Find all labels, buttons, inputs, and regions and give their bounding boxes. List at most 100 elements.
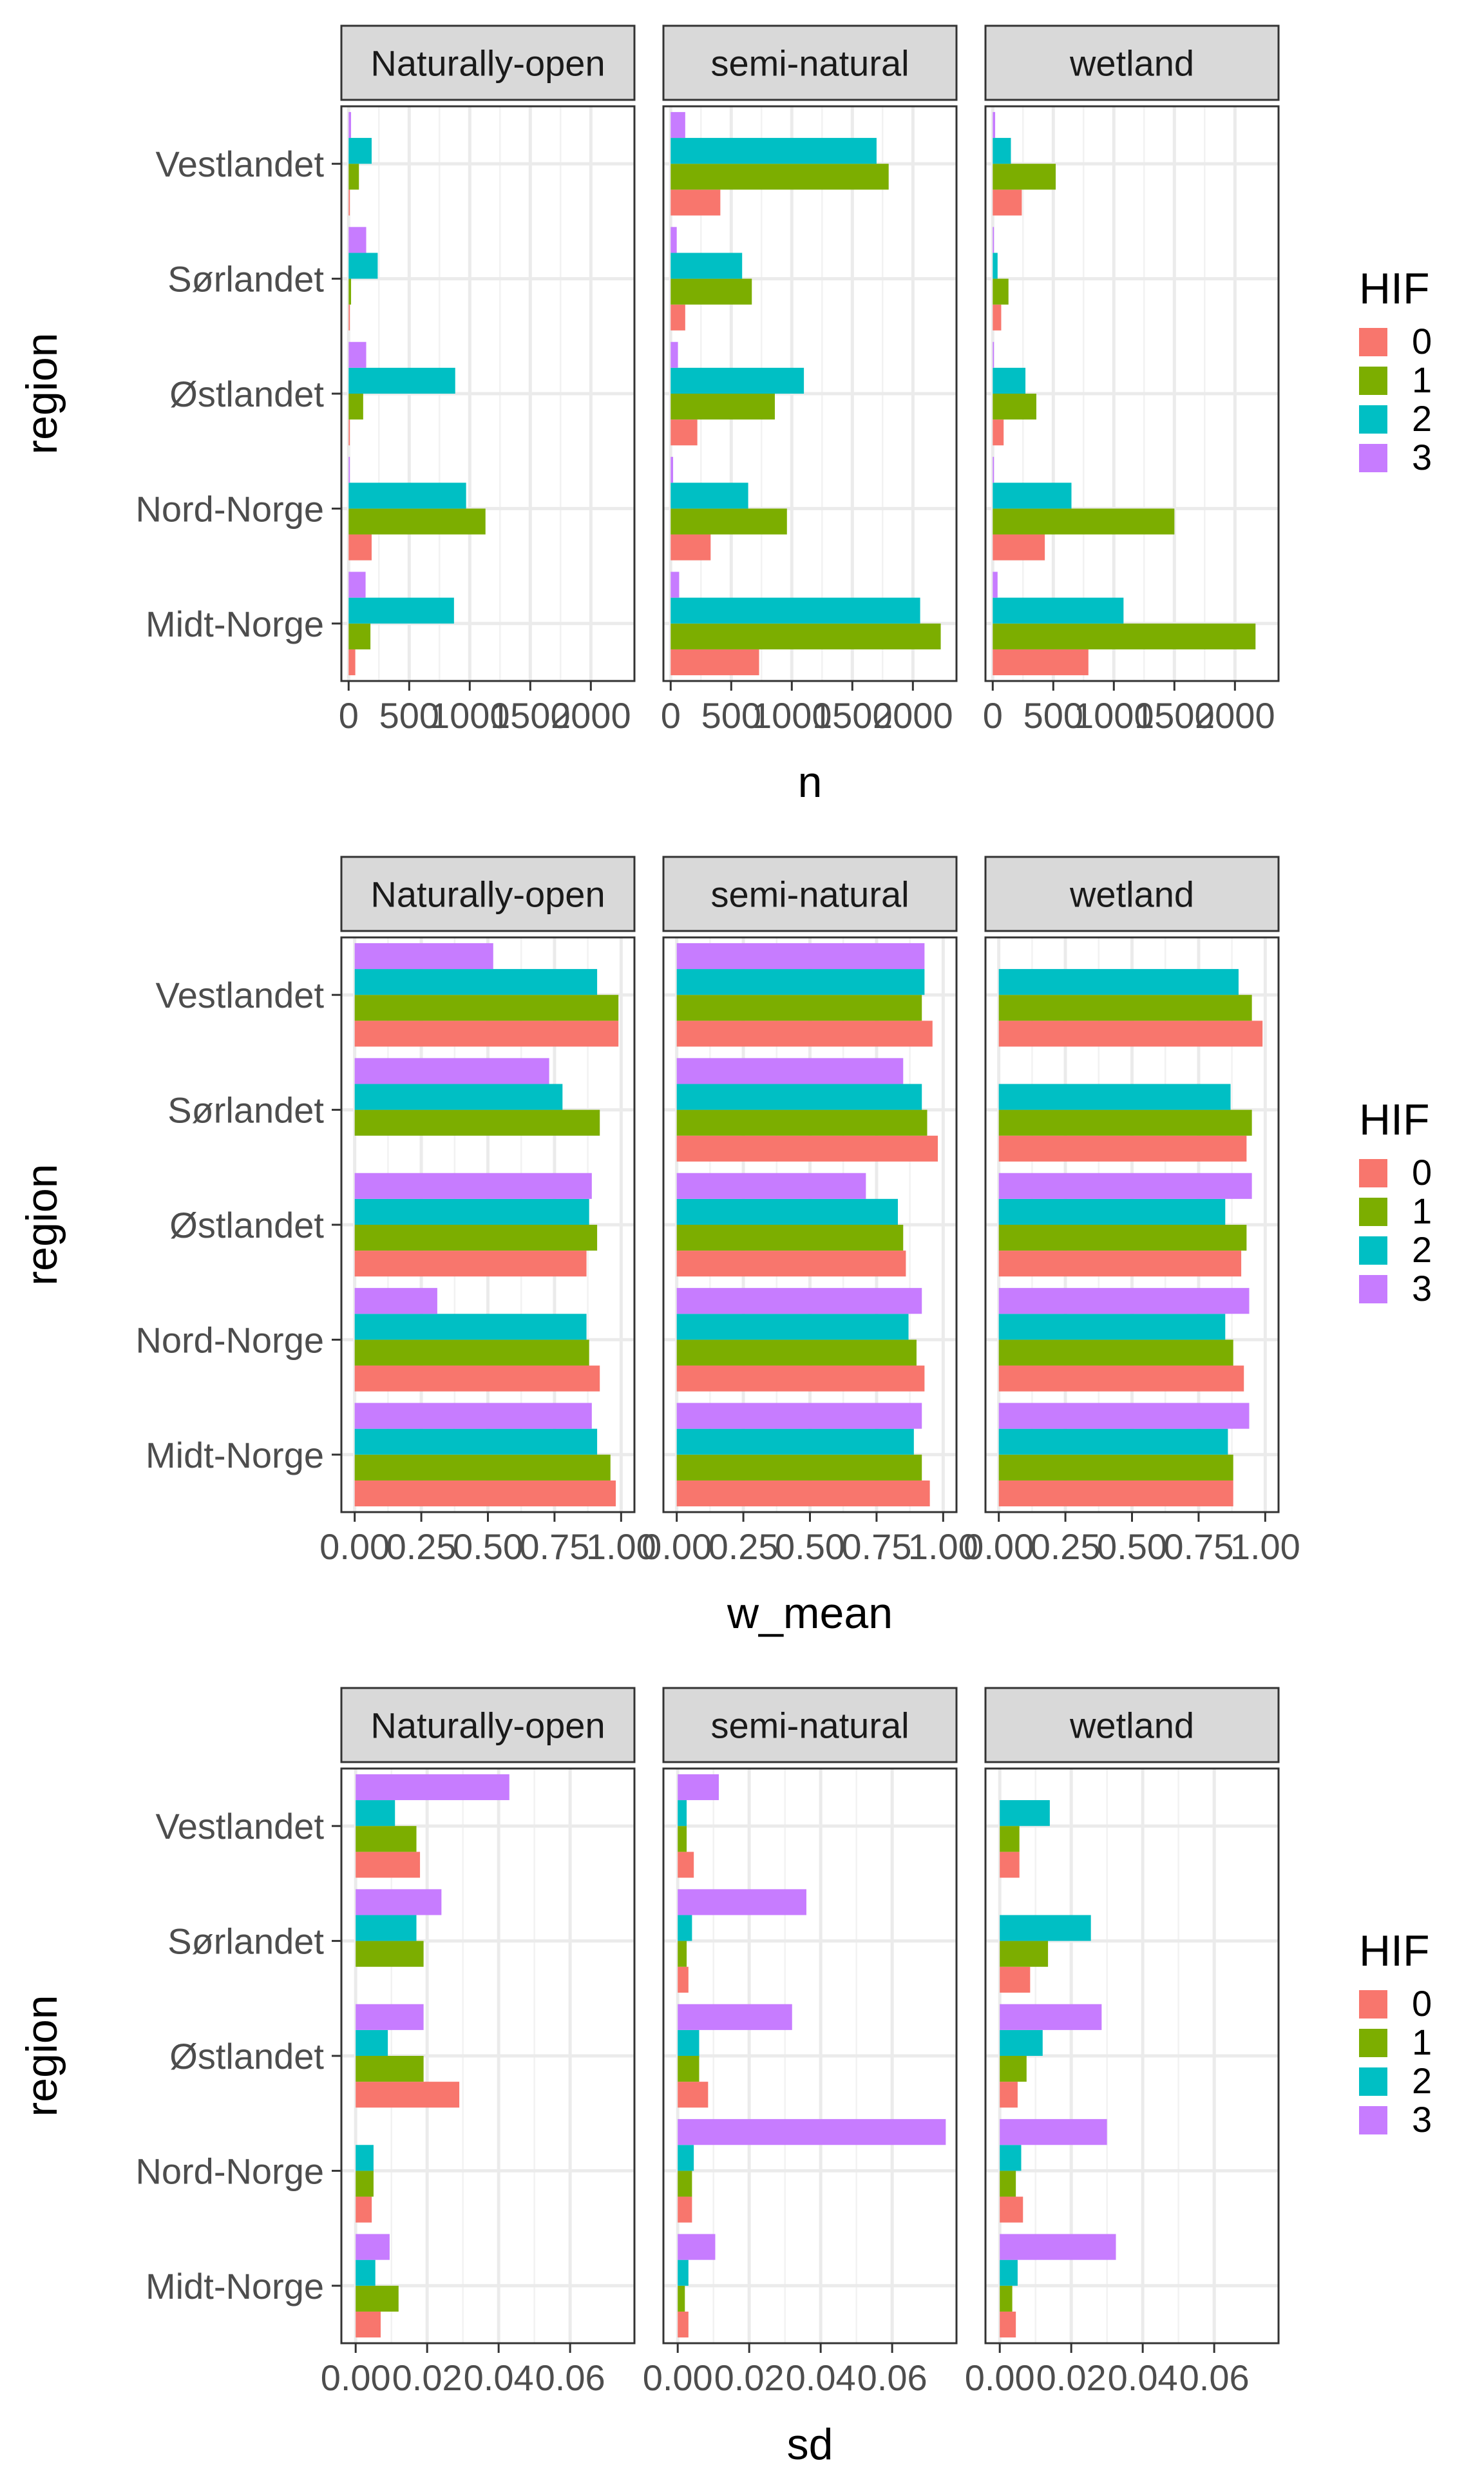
- facet-strip: [984, 856, 1280, 932]
- bar-semi-natural-vestlandet-hif-1: [678, 1826, 687, 1852]
- bar-wetland-ostlandet-hif-3: [998, 1173, 1252, 1199]
- bar-semi-natural-sorlandet-hif-3: [671, 227, 677, 253]
- x-tick-label: 2000: [873, 695, 953, 736]
- bar-naturally-open-ostlandet-hif-2: [356, 2029, 388, 2056]
- bar-wetland-vestlandet-hif-1: [993, 164, 1056, 190]
- bar-wetland-midt-norge-hif-3: [993, 571, 998, 598]
- facet-label: wetland: [1069, 1705, 1194, 1746]
- bar-naturally-open-midt-norge-hif-0: [354, 1480, 616, 1507]
- bar-wetland-midt-norge-hif-0: [993, 649, 1089, 676]
- bar-wetland-ostlandet-hif-0: [998, 1251, 1242, 1277]
- bar-wetland-nord-norge-hif-1: [998, 1339, 1233, 1366]
- bar-wetland-midt-norge-hif-0: [1000, 2311, 1016, 2338]
- legend-key-hif-3: [1359, 2106, 1387, 2134]
- bar-wetland-vestlandet-hif-2: [998, 969, 1239, 995]
- bar-wetland-vestlandet-hif-2: [1000, 1800, 1050, 1827]
- bar-naturally-open-sorlandet-hif-1: [348, 278, 352, 305]
- bar-naturally-open-nord-norge-hif-3: [354, 1288, 437, 1314]
- facet-label: wetland: [1069, 43, 1194, 84]
- bar-naturally-open-sorlandet-hif-1: [354, 1109, 600, 1136]
- bar-wetland-ostlandet-hif-2: [998, 1198, 1226, 1225]
- panel-border: [662, 105, 958, 682]
- legend-key-hif-3: [1359, 1275, 1387, 1303]
- bar-naturally-open-midt-norge-hif-0: [356, 2311, 381, 2338]
- panel-semi-natural: semi-natural 0.00 0.02 0.04 0.06: [643, 1687, 958, 2398]
- y-tick-label-vestlandet: Vestlandet: [155, 144, 324, 184]
- bar-semi-natural-sorlandet-hif-2: [678, 1915, 692, 1941]
- y-tick-label-midt-norge: Midt-Norge: [146, 1435, 324, 1475]
- bar-naturally-open-midt-norge-hif-3: [348, 571, 366, 598]
- facet-strip: [662, 1687, 958, 1763]
- bar-semi-natural-nord-norge-hif-1: [678, 2171, 692, 2197]
- bar-wetland-sorlandet-hif-2: [993, 253, 998, 279]
- bar-wetland-sorlandet-hif-2: [998, 1084, 1231, 1110]
- bar-naturally-open-vestlandet-hif-0: [348, 189, 350, 216]
- facet-strip: [662, 856, 958, 932]
- bar-naturally-open-nord-norge-hif-0: [356, 2196, 372, 2223]
- bar-naturally-open-vestlandet-hif-3: [356, 1774, 509, 1801]
- legend-label-hif-0: 0: [1412, 1152, 1432, 1193]
- bar-wetland-nord-norge-hif-2: [1000, 2145, 1022, 2171]
- x-tick-label: 0.04: [1108, 2357, 1178, 2398]
- bar-naturally-open-vestlandet-hif-1: [354, 995, 619, 1021]
- facet-strip: [340, 1687, 636, 1763]
- bar-semi-natural-midt-norge-hif-2: [678, 2259, 689, 2286]
- bar-naturally-open-ostlandet-hif-0: [356, 2082, 460, 2108]
- legend-title: HIF: [1359, 1926, 1430, 1975]
- legend-key-hif-1: [1359, 367, 1387, 395]
- bar-semi-natural-midt-norge-hif-0: [676, 1480, 930, 1507]
- x-tick-label: 500: [379, 695, 439, 736]
- bar-wetland-ostlandet-hif-2: [993, 367, 1026, 394]
- x-tick-label: 0.50: [775, 1526, 845, 1567]
- bar-naturally-open-midt-norge-hif-2: [356, 2259, 376, 2286]
- legend-key-hif-2: [1359, 405, 1387, 434]
- bar-wetland-sorlandet-hif-3: [993, 227, 994, 253]
- bar-wetland-vestlandet-hif-0: [1000, 1852, 1020, 1878]
- panel-naturally-open: Naturally-open 0.000.250.500.751.00: [319, 856, 656, 1567]
- bar-semi-natural-midt-norge-hif-1: [678, 2285, 685, 2312]
- bar-semi-natural-nord-norge-hif-3: [676, 1288, 922, 1314]
- x-tick-label: 0.00: [965, 2357, 1035, 2398]
- facet-label: Naturally-open: [370, 1705, 605, 1746]
- bar-naturally-open-midt-norge-hif-0: [348, 649, 356, 676]
- legend-label-hif-3: 3: [1412, 1268, 1432, 1309]
- bar-semi-natural-ostlandet-hif-3: [678, 2004, 792, 2030]
- x-tick-label: 0.25: [709, 1526, 779, 1567]
- bar-naturally-open-ostlandet-hif-3: [356, 2004, 424, 2030]
- x-tick-label: 0.00: [643, 2357, 713, 2398]
- y-tick-label-midt-norge: Midt-Norge: [146, 604, 324, 644]
- bar-semi-natural-sorlandet-hif-1: [678, 1941, 687, 1967]
- x-tick-label: 0.00: [642, 1526, 712, 1567]
- x-axis-title: w_mean: [727, 1589, 893, 1638]
- bar-wetland-sorlandet-hif-1: [1000, 1941, 1049, 1967]
- bar-semi-natural-sorlandet-hif-0: [678, 1966, 689, 1993]
- facet-strip: [340, 856, 636, 932]
- bar-naturally-open-midt-norge-hif-3: [354, 1403, 592, 1429]
- bar-naturally-open-sorlandet-hif-2: [354, 1084, 563, 1110]
- y-tick-label-sorlandet: Sørlandet: [167, 1090, 324, 1131]
- bar-naturally-open-midt-norge-hif-2: [354, 1428, 598, 1455]
- y-tick-label-nord-norge: Nord-Norge: [135, 488, 324, 529]
- bar-wetland-midt-norge-hif-2: [998, 1428, 1228, 1455]
- bar-semi-natural-sorlandet-hif-2: [676, 1084, 922, 1110]
- facet-strip: [984, 24, 1280, 101]
- facet-label: wetland: [1069, 874, 1194, 915]
- legend-key-hif-0: [1359, 1990, 1387, 2019]
- y-tick-label-sorlandet: Sørlandet: [167, 259, 324, 300]
- bar-naturally-open-sorlandet-hif-3: [354, 1058, 549, 1084]
- x-axis-title: n: [798, 758, 823, 807]
- bar-semi-natural-vestlandet-hif-0: [671, 189, 721, 216]
- legend-title: HIF: [1359, 264, 1430, 313]
- facet-strip: [984, 1687, 1280, 1763]
- bar-naturally-open-sorlandet-hif-2: [348, 253, 378, 279]
- bar-semi-natural-nord-norge-hif-3: [678, 2119, 946, 2145]
- bar-semi-natural-vestlandet-hif-3: [671, 111, 685, 139]
- x-tick-label: 1500: [490, 695, 571, 736]
- bar-naturally-open-nord-norge-hif-2: [356, 2145, 374, 2171]
- bar-semi-natural-vestlandet-hif-3: [676, 943, 925, 970]
- panel-border: [662, 1767, 958, 2345]
- y-tick-label-midt-norge: Midt-Norge: [146, 2266, 324, 2306]
- bar-semi-natural-vestlandet-hif-3: [678, 1774, 719, 1801]
